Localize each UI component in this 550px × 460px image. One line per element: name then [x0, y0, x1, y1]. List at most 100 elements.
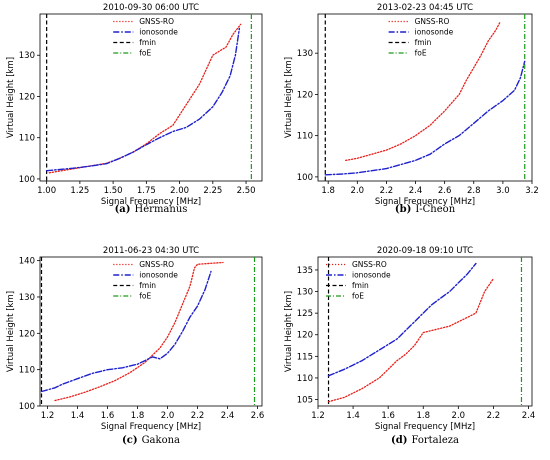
x-tick-label: 1.2 — [41, 411, 55, 421]
caption-name: Gakona — [142, 435, 180, 446]
legend-ionosonde-label: ionosonde — [352, 271, 391, 280]
x-tick-label: 2.4 — [409, 186, 423, 196]
x-tick-label: 2.2 — [380, 186, 394, 196]
y-tick-label: 105 — [297, 396, 313, 406]
x-axis-label: Signal Frequency [MHz] — [375, 422, 475, 432]
x-tick-label: 2.0 — [161, 411, 175, 421]
caption-name: Fortaleza — [411, 435, 459, 446]
x-tick-label: 2.8 — [467, 186, 481, 196]
x-tick-label: 1.8 — [131, 411, 145, 421]
chart-title: 2010-09-30 06:00 UTC — [103, 3, 199, 13]
x-tick-label: 2.4 — [221, 411, 235, 421]
x-axis-label: Signal Frequency [MHz] — [375, 197, 475, 207]
y-tick-label: 135 — [297, 266, 313, 276]
series-ionosonde-line — [40, 270, 212, 393]
legend-fmin-label: fmin — [352, 281, 369, 290]
series-ionosonde-line — [324, 60, 526, 176]
y-tick-label: 120 — [297, 90, 313, 100]
plot-frame — [39, 256, 263, 407]
x-tick-label: 1.8 — [416, 411, 430, 421]
x-tick-label: 1.4 — [71, 411, 85, 421]
y-tick-label: 120 — [19, 329, 35, 339]
caption-name: Hermanus — [135, 204, 188, 215]
y-tick-label: 100 — [19, 175, 35, 185]
y-tick-label: 130 — [19, 51, 35, 61]
y-tick-label: 130 — [297, 49, 313, 59]
legend-gnss-ro-label: GNSS-RO — [352, 260, 387, 269]
y-tick-label: 120 — [19, 92, 35, 102]
legend-gnss-ro-label: GNSS-RO — [139, 260, 174, 269]
x-tick-label: 2.0 — [351, 186, 365, 196]
series-ionosonde-line — [327, 262, 477, 377]
y-tick-label: 110 — [19, 366, 35, 376]
x-tick-label: 1.75 — [137, 186, 156, 196]
x-tick-label: 2.2 — [191, 411, 205, 421]
x-tick-label: 2.4 — [522, 411, 536, 421]
y-tick-label: 100 — [19, 402, 35, 412]
plot-frame — [39, 13, 263, 182]
y-axis-label: Virtual Height [km] — [284, 291, 294, 372]
legend-gnss-ro-label: GNSS-RO — [139, 17, 174, 26]
legend-foe-label: foE — [139, 49, 151, 58]
panel-caption: (c) Gakona — [122, 435, 180, 446]
series-ionosonde-line — [45, 27, 241, 172]
legend-foe-label: foE — [415, 49, 427, 58]
legend-foe-label: foE — [352, 292, 364, 301]
x-axis-label: Signal Frequency [MHz] — [101, 197, 201, 207]
legend-ionosonde-label: ionosonde — [139, 28, 178, 37]
x-tick-label: 2.2 — [487, 411, 501, 421]
x-tick-label: 1.8 — [321, 186, 335, 196]
legend-ionosonde-label: ionosonde — [139, 271, 178, 280]
x-tick-label: 2.0 — [452, 411, 466, 421]
y-tick-label: 120 — [297, 331, 313, 341]
x-tick-label: 1.50 — [104, 186, 123, 196]
x-tick-label: 1.2 — [311, 411, 325, 421]
x-tick-label: 1.6 — [381, 411, 395, 421]
panel-caption: (d) Fortaleza — [391, 435, 459, 446]
panel-caption: (b) I-Cheon — [395, 204, 456, 215]
legend-gnss-ro-label: GNSS-RO — [415, 17, 450, 26]
x-tick-label: 2.25 — [203, 186, 222, 196]
y-tick-label: 130 — [19, 293, 35, 303]
legend-fmin-label: fmin — [415, 38, 432, 47]
chart-title: 2013-02-23 04:45 UTC — [377, 3, 473, 13]
caption-name: I-Cheon — [415, 204, 455, 215]
panel-caption: (a) Hermanus — [115, 204, 188, 215]
y-tick-label: 110 — [19, 134, 35, 144]
x-tick-label: 3.2 — [525, 186, 539, 196]
x-tick-label: 1.25 — [70, 186, 89, 196]
y-tick-label: 110 — [297, 132, 313, 142]
x-tick-label: 3.0 — [496, 186, 510, 196]
plot-frame — [317, 13, 533, 182]
chart-panel-2: 2013-02-23 04:45 UTC 1.8 2.0 2.2 2.4 2.6 2.8 3.… — [284, 3, 539, 215]
caption-letter: (d) — [391, 435, 407, 446]
x-axis-label: Signal Frequency [MHz] — [101, 422, 201, 432]
legend-foe-label: foE — [139, 292, 151, 301]
series-gnss-ro-line — [345, 21, 501, 162]
y-axis-label: Virtual Height [km] — [6, 291, 16, 372]
chart-panel-1: 2010-09-30 06:00 UTC 1.00 1.25 1.50 1.75 2.00… — [6, 3, 263, 215]
caption-letter: (a) — [115, 204, 131, 215]
y-axis-label: Virtual Height [km] — [284, 57, 294, 138]
chart-panel-3: 2011-06-23 04:30 UTC 1.2 1.4 1.6 1.8 2.0 2.2 2.… — [6, 246, 264, 446]
x-tick-label: 1.4 — [346, 411, 360, 421]
series-gnss-ro-line — [54, 261, 224, 402]
y-tick-label: 125 — [297, 309, 313, 319]
y-tick-label: 100 — [297, 173, 313, 183]
plot-frame — [317, 256, 533, 407]
chart-title: 2020-09-18 09:10 UTC — [377, 246, 473, 256]
x-tick-label: 2.00 — [170, 186, 189, 196]
x-tick-label: 2.6 — [251, 411, 265, 421]
chart-panel-4: 2020-09-18 09:10 UTC 1.2 1.4 1.6 1.8 2.0 2.2 2.… — [284, 246, 535, 446]
legend-fmin-label: fmin — [139, 281, 156, 290]
caption-letter: (c) — [122, 435, 138, 446]
y-tick-label: 140 — [19, 257, 35, 267]
chart-title: 2011-06-23 04:30 UTC — [103, 246, 199, 256]
x-tick-label: 2.50 — [237, 186, 256, 196]
x-tick-label: 1.00 — [37, 186, 56, 196]
y-axis-label: Virtual Height [km] — [6, 57, 16, 138]
legend-fmin-label: fmin — [139, 38, 156, 47]
